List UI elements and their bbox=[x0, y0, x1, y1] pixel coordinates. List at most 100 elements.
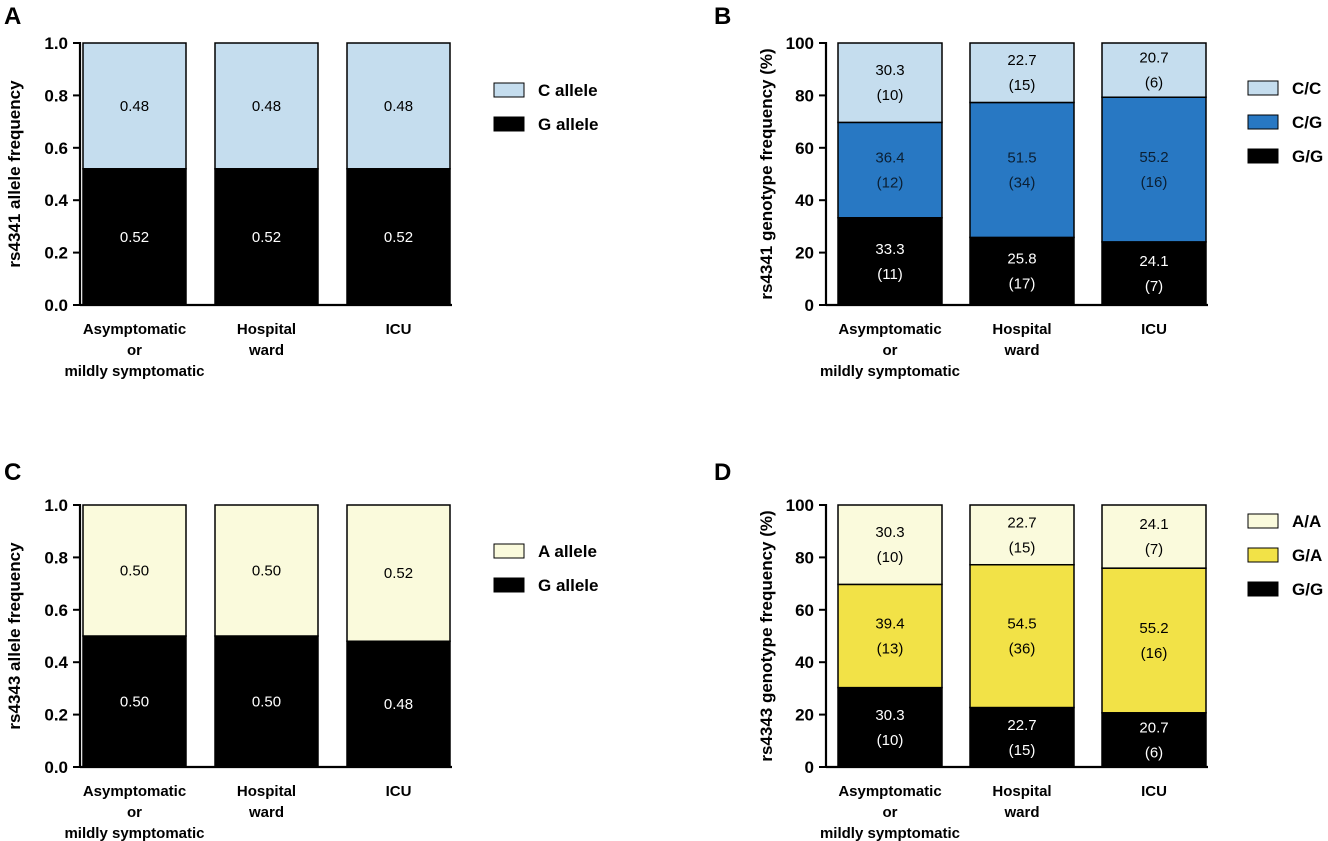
bar-segment-g-allele bbox=[346, 168, 451, 306]
data-label: 33.3 bbox=[875, 241, 904, 258]
y-tick-label: 100 bbox=[786, 34, 814, 53]
y-tick-label: 80 bbox=[795, 86, 814, 105]
x-category-label: or bbox=[127, 804, 142, 821]
count-label: (16) bbox=[1141, 645, 1168, 662]
data-label: 0.48 bbox=[120, 98, 149, 115]
x-category-label: mildly symptomatic bbox=[820, 825, 960, 841]
panel-a: A 0.0 0.2 0.4 0.6 0.8 1.0 rs4341 allele frequen… bbox=[4, 3, 598, 380]
data-label: 20.7 bbox=[1139, 719, 1168, 736]
x-category-label: Hospital bbox=[992, 783, 1051, 800]
x-category-label: ICU bbox=[1141, 321, 1167, 338]
legend-swatch bbox=[493, 116, 525, 132]
y-tick-label: 20 bbox=[795, 706, 814, 725]
legend-label: G allele bbox=[538, 576, 598, 595]
count-label: (10) bbox=[877, 732, 904, 749]
bar-segment-a-a bbox=[1101, 504, 1207, 569]
count-label: (34) bbox=[1009, 174, 1036, 191]
count-label: (7) bbox=[1145, 541, 1163, 558]
bar-segment-a-allele bbox=[214, 504, 319, 637]
data-label: 0.48 bbox=[252, 98, 281, 115]
count-label: (15) bbox=[1009, 539, 1036, 556]
x-category-label: ward bbox=[1003, 804, 1039, 821]
bar-segment-c-allele bbox=[82, 42, 187, 170]
legend-swatch bbox=[1247, 581, 1279, 597]
x-category-label: ICU bbox=[1141, 783, 1167, 800]
bar-segment-g-a bbox=[1101, 567, 1207, 714]
y-tick-label: 0.2 bbox=[44, 244, 68, 263]
y-tick-label: 1.0 bbox=[44, 34, 68, 53]
panel-d: D 0 20 40 60 80 100 rs4343 genotype frequency (… bbox=[714, 459, 1323, 841]
y-axis-label: rs4343 allele frequency bbox=[5, 542, 24, 730]
legend-label: G/G bbox=[1292, 147, 1323, 166]
data-label: 0.50 bbox=[120, 694, 149, 711]
x-category-label: Asymptomatic bbox=[83, 783, 186, 800]
data-label: 55.2 bbox=[1139, 149, 1168, 166]
x-category-label: ward bbox=[1003, 342, 1039, 359]
y-tick-label: 0.4 bbox=[44, 653, 68, 672]
data-label: 0.48 bbox=[384, 98, 413, 115]
data-label: 30.3 bbox=[875, 524, 904, 541]
legend-label: G allele bbox=[538, 115, 598, 134]
x-category-label: Hospital bbox=[992, 321, 1051, 338]
y-tick-label: 20 bbox=[795, 244, 814, 263]
x-category-label: or bbox=[883, 342, 898, 359]
panel-letter: A bbox=[4, 3, 21, 30]
panel-letter: D bbox=[714, 459, 731, 486]
count-label: (7) bbox=[1145, 278, 1163, 295]
bar-segment-c-allele bbox=[346, 42, 451, 170]
data-label: 30.3 bbox=[875, 62, 904, 79]
legend-swatch bbox=[493, 543, 525, 559]
y-tick-label: 0.2 bbox=[44, 706, 68, 725]
bar-segment-a-allele bbox=[346, 504, 451, 642]
panel-b: B 0 20 40 60 80 100 rs4341 genotype frequency (… bbox=[714, 3, 1323, 380]
data-label: 24.1 bbox=[1139, 516, 1168, 533]
x-category-label: ward bbox=[248, 342, 284, 359]
legend-label: G/G bbox=[1292, 580, 1323, 599]
data-label: 0.52 bbox=[384, 565, 413, 582]
data-label: 55.2 bbox=[1139, 620, 1168, 637]
bar-segment-a-allele bbox=[82, 504, 187, 637]
data-label: 22.7 bbox=[1007, 52, 1036, 69]
legend-label: C/C bbox=[1292, 79, 1321, 98]
bar-segment-c-allele bbox=[214, 42, 319, 170]
y-tick-label: 0.8 bbox=[44, 86, 68, 105]
data-label: 0.50 bbox=[252, 563, 281, 580]
bar-segment-c-g bbox=[837, 121, 943, 219]
x-category-label: or bbox=[127, 342, 142, 359]
legend-label: C allele bbox=[538, 81, 598, 100]
count-label: (11) bbox=[877, 266, 903, 283]
legend-swatch bbox=[493, 577, 525, 593]
bar-segment-g-g bbox=[837, 217, 943, 306]
x-category-label: ICU bbox=[386, 321, 412, 338]
bar-segment-a-a bbox=[969, 504, 1075, 566]
count-label: (12) bbox=[877, 175, 904, 192]
bar-segment-g-g bbox=[1101, 712, 1207, 768]
count-label: (10) bbox=[877, 87, 904, 104]
legend-swatch bbox=[1247, 80, 1279, 96]
y-tick-label: 100 bbox=[786, 496, 814, 515]
legend-label: A/A bbox=[1292, 512, 1321, 531]
data-label: 54.5 bbox=[1007, 616, 1036, 633]
count-label: (15) bbox=[1009, 742, 1036, 759]
count-label: (6) bbox=[1145, 744, 1163, 761]
legend-swatch bbox=[493, 82, 525, 98]
legend-swatch bbox=[1247, 114, 1279, 130]
y-axis-label: rs4343 genotype frequency (%) bbox=[757, 510, 776, 761]
x-category-label: Asymptomatic bbox=[83, 321, 186, 338]
y-tick-label: 0.8 bbox=[44, 548, 68, 567]
bar-segment-g-allele bbox=[346, 640, 451, 768]
legend-swatch bbox=[1247, 547, 1279, 563]
legend-label: G/A bbox=[1292, 546, 1322, 565]
data-label: 25.8 bbox=[1007, 251, 1036, 268]
y-tick-label: 1.0 bbox=[44, 496, 68, 515]
panel-letter: C bbox=[4, 459, 21, 486]
x-category-label: Asymptomatic bbox=[838, 783, 941, 800]
count-label: (10) bbox=[877, 549, 904, 566]
data-label: 24.1 bbox=[1139, 253, 1168, 270]
count-label: (15) bbox=[1009, 77, 1036, 94]
data-label: 0.50 bbox=[120, 563, 149, 580]
bar-segment-c-c bbox=[969, 42, 1075, 104]
bar-segment-g-g bbox=[969, 706, 1075, 768]
x-category-label: Asymptomatic bbox=[838, 321, 941, 338]
bar-segment-g-a bbox=[837, 583, 943, 689]
